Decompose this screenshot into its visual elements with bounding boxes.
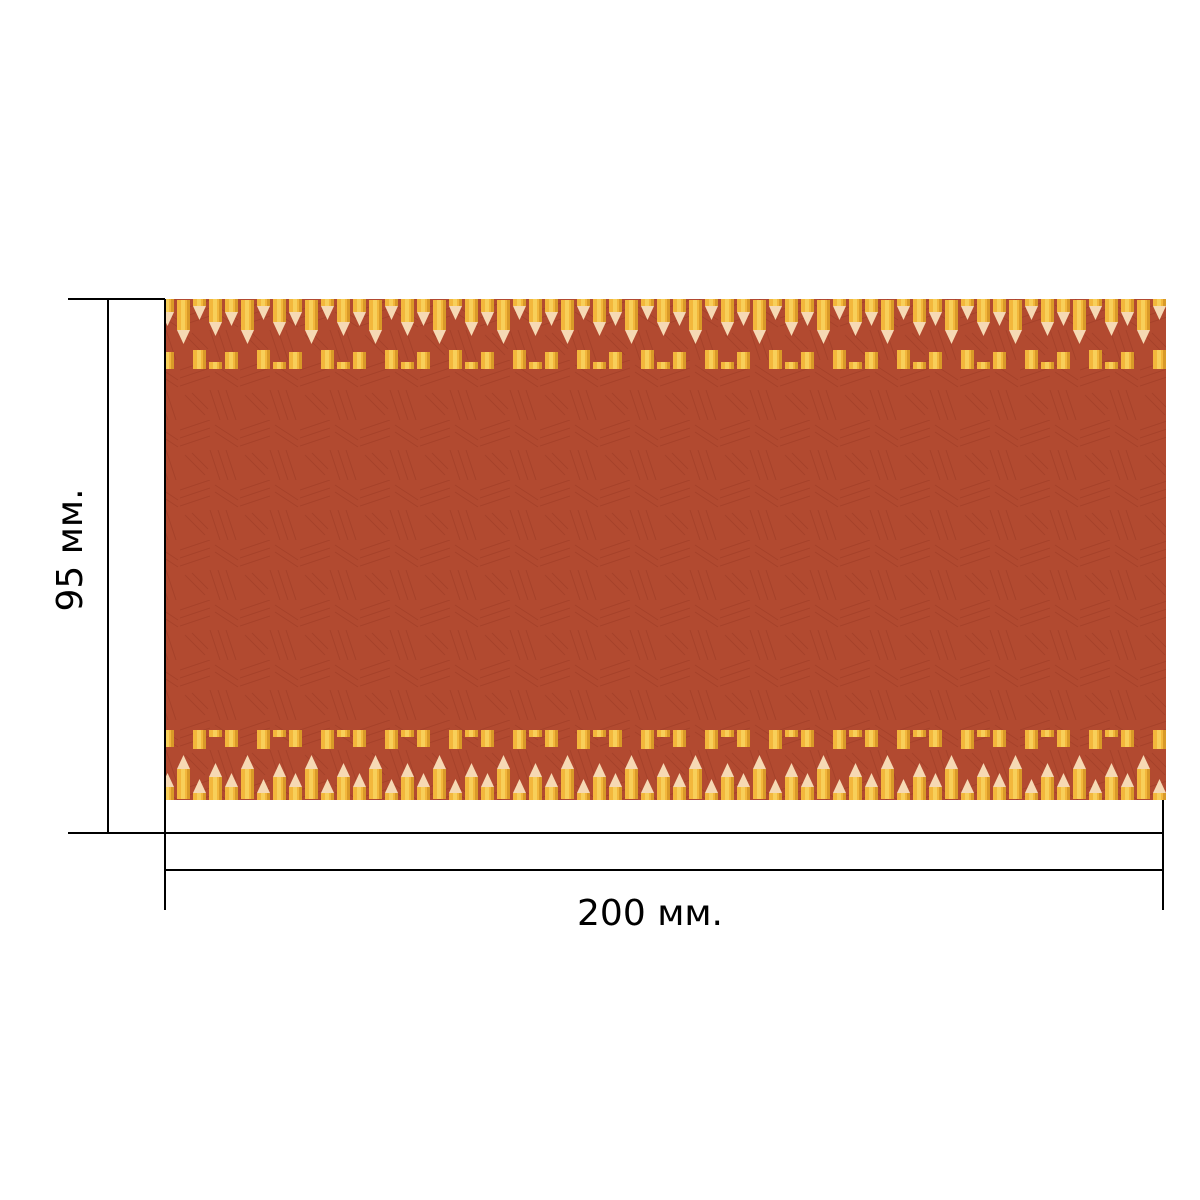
- width-label: 200 мм.: [577, 893, 723, 934]
- pencils-bottom: [165, 730, 1166, 800]
- pencils-top: [165, 299, 1166, 369]
- banner-background: [165, 299, 1166, 800]
- dimension-lines: [68, 298, 1164, 910]
- height-label: 95 мм.: [50, 488, 91, 611]
